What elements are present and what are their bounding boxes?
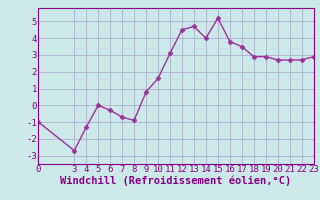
X-axis label: Windchill (Refroidissement éolien,°C): Windchill (Refroidissement éolien,°C) [60,176,292,186]
